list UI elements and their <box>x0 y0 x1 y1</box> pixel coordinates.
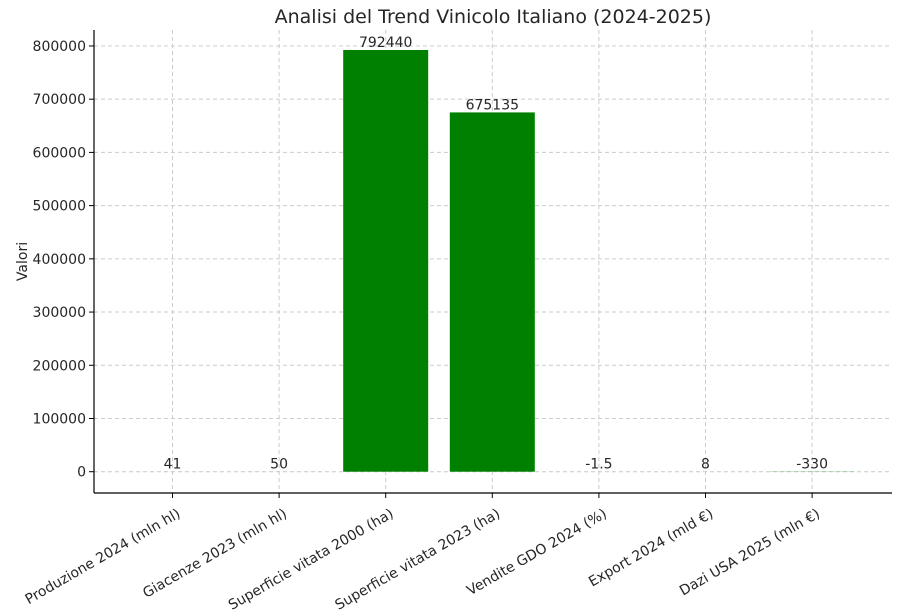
x-ticks: Produzione 2024 (mln hl)Giacenze 2023 (m… <box>23 493 823 614</box>
data-label: 41 <box>164 457 182 473</box>
y-tick-label: 0 <box>77 465 86 481</box>
data-label: 8 <box>701 457 710 473</box>
y-tick-label: 300000 <box>33 305 86 321</box>
bar <box>449 112 535 472</box>
x-tick-label: Superficie vitata 2000 (ha) <box>226 506 397 614</box>
y-tick-label: 200000 <box>33 358 86 374</box>
y-tick-label: 100000 <box>33 411 86 427</box>
axes <box>93 30 892 494</box>
y-tick-label: 500000 <box>33 199 86 215</box>
data-labels: 41 50 792440 675135 -1.5 8 -330 <box>164 35 828 473</box>
data-label: -1.5 <box>585 457 612 473</box>
bar <box>343 49 429 472</box>
chart-title: Analisi del Trend Vinicolo Italiano (202… <box>275 6 712 28</box>
y-tick-label: 400000 <box>33 252 86 268</box>
y-tick-label: 600000 <box>33 145 86 161</box>
x-tick-label: Superficie vitata 2023 (ha) <box>333 506 504 614</box>
y-tick-label: 800000 <box>33 39 86 55</box>
data-label: -330 <box>796 457 828 473</box>
y-axis-label: Valori <box>15 242 31 281</box>
y-tick-label: 700000 <box>33 92 86 108</box>
data-label: 675135 <box>466 97 519 113</box>
y-ticks: 0 100000 200000 300000 400000 500000 600000 700… <box>33 39 94 481</box>
data-label: 50 <box>270 457 288 473</box>
data-label: 792440 <box>359 35 412 51</box>
bars <box>130 49 855 472</box>
